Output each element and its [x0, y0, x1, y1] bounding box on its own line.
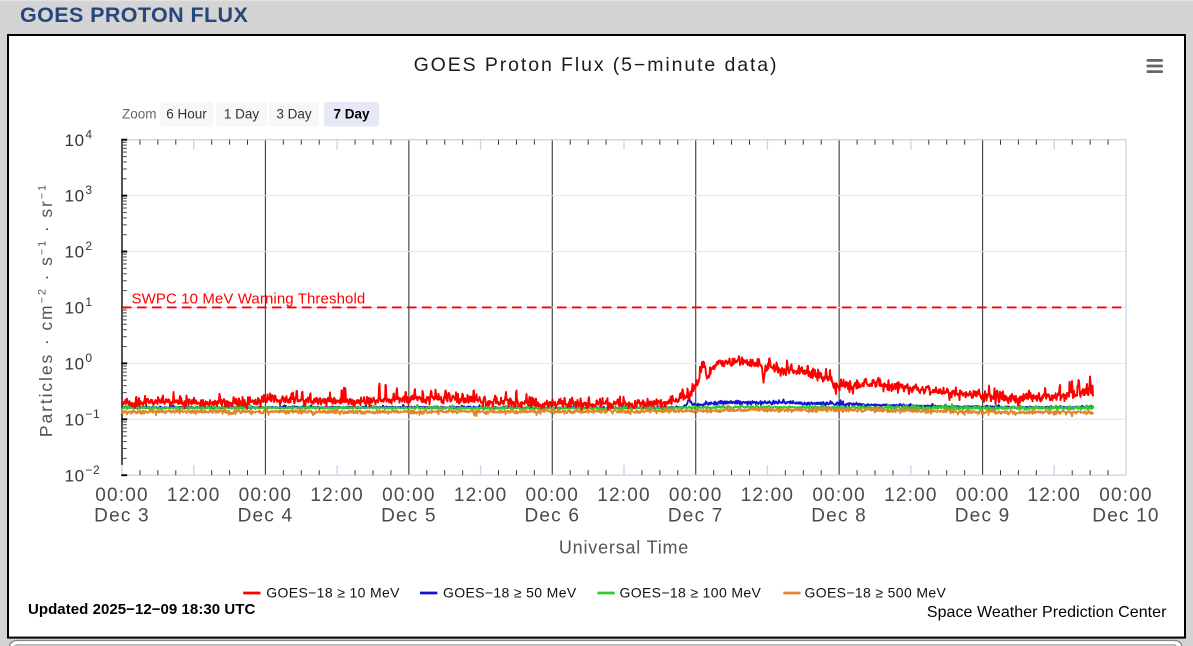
svg-text:Dec 4: Dec 4 [238, 506, 294, 527]
svg-text:00:00: 00:00 [382, 485, 436, 506]
svg-text:12:00: 12:00 [167, 485, 221, 506]
svg-text:12:00: 12:00 [1028, 485, 1082, 506]
svg-text:Dec 5: Dec 5 [381, 506, 437, 527]
svg-text:GOES Proton Flux (5−minute dat: GOES Proton Flux (5−minute data) [414, 54, 779, 76]
svg-text:Dec 7: Dec 7 [668, 506, 724, 527]
svg-text:12:00: 12:00 [454, 485, 508, 506]
svg-text:Dec 8: Dec 8 [811, 506, 867, 527]
svg-text:3 Day: 3 Day [276, 107, 312, 122]
svg-text:Dec 9: Dec 9 [955, 506, 1011, 527]
svg-text:Updated 2025−12−09 18:30 UTC: Updated 2025−12−09 18:30 UTC [28, 601, 255, 618]
svg-text:SWPC 10 MeV Warning Threshold: SWPC 10 MeV Warning Threshold [132, 290, 366, 307]
svg-text:GOES−18 ≥ 10 MeV: GOES−18 ≥ 10 MeV [266, 585, 400, 601]
svg-text:00:00: 00:00 [526, 485, 580, 506]
svg-text:GOES−18 ≥ 100 MeV: GOES−18 ≥ 100 MeV [620, 585, 762, 601]
svg-text:6 Hour: 6 Hour [166, 107, 207, 122]
svg-text:12:00: 12:00 [741, 485, 795, 506]
svg-text:00:00: 00:00 [239, 485, 293, 506]
svg-text:Dec 10: Dec 10 [1092, 506, 1159, 527]
svg-text:Zoom: Zoom [122, 107, 157, 122]
svg-text:Dec 6: Dec 6 [524, 506, 580, 527]
svg-text:GOES−18 ≥ 50 MeV: GOES−18 ≥ 50 MeV [443, 585, 577, 601]
svg-text:12:00: 12:00 [310, 485, 364, 506]
svg-text:GOES PROTON FLUX: GOES PROTON FLUX [20, 3, 248, 27]
svg-text:Dec 3: Dec 3 [94, 506, 150, 527]
svg-text:00:00: 00:00 [669, 485, 723, 506]
svg-text:00:00: 00:00 [812, 485, 866, 506]
svg-text:00:00: 00:00 [1099, 485, 1153, 506]
svg-text:Universal Time: Universal Time [559, 538, 689, 558]
svg-text:00:00: 00:00 [95, 485, 149, 506]
svg-text:1 Day: 1 Day [224, 107, 260, 122]
svg-text:Particles · cm−2 · s−1 · sr−1: Particles · cm−2 · s−1 · sr−1 [36, 183, 56, 437]
svg-text:12:00: 12:00 [597, 485, 651, 506]
svg-text:GOES−18 ≥ 500 MeV: GOES−18 ≥ 500 MeV [805, 585, 947, 601]
svg-text:00:00: 00:00 [956, 485, 1010, 506]
svg-text:7 Day: 7 Day [333, 107, 370, 122]
svg-text:Space Weather Prediction Cente: Space Weather Prediction Center [927, 604, 1167, 621]
svg-text:12:00: 12:00 [884, 485, 938, 506]
